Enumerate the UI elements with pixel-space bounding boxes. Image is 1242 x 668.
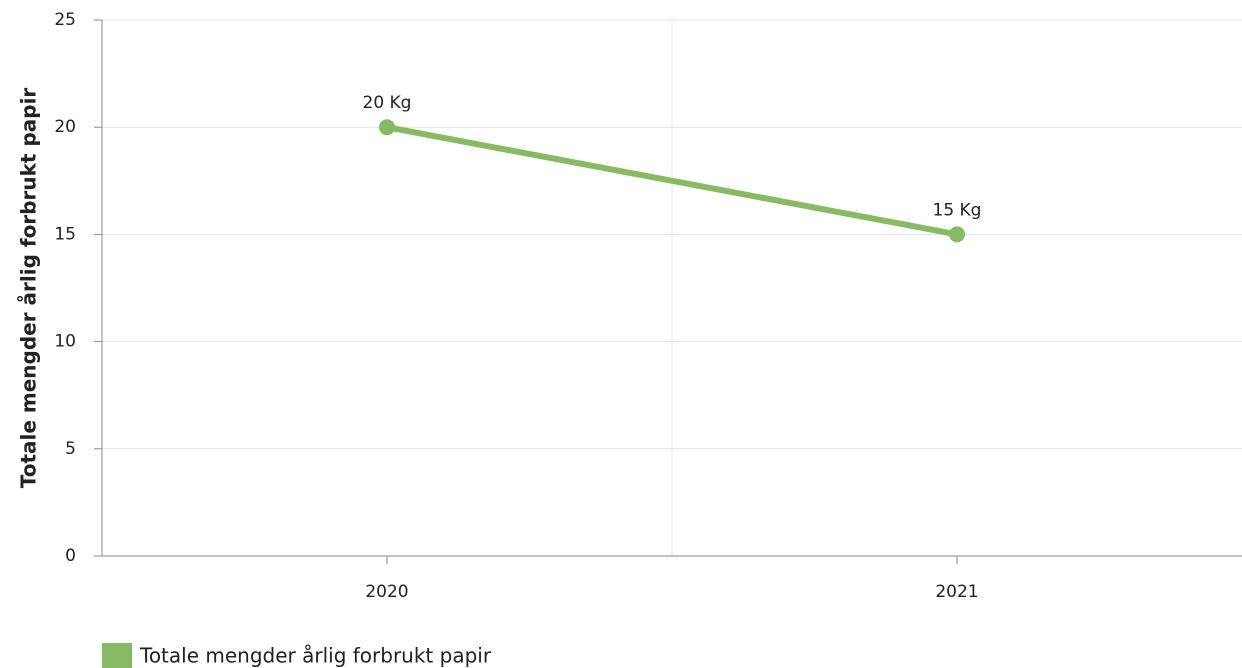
y-tick-label: 15 (54, 224, 76, 244)
y-axis-label: Totale mengder årlig forbrukt papir (17, 88, 41, 489)
legend-swatch (102, 643, 132, 668)
point (379, 119, 395, 136)
y-tick-label: 10 (54, 332, 76, 352)
legend-label: Totale mengder årlig forbrukt papir (139, 644, 492, 668)
y-tick-label: 0 (65, 546, 76, 566)
point (949, 226, 965, 243)
x-tick-label: 2020 (365, 582, 408, 602)
y-tick-label: 20 (54, 117, 76, 137)
y-tick-label: 25 (54, 10, 76, 30)
data-label: 15 Kg (933, 200, 982, 220)
data-label: 20 Kg (363, 93, 412, 113)
x-tick-label: 2021 (935, 582, 978, 602)
line (386, 124, 958, 238)
y-tick-label: 5 (65, 439, 76, 459)
